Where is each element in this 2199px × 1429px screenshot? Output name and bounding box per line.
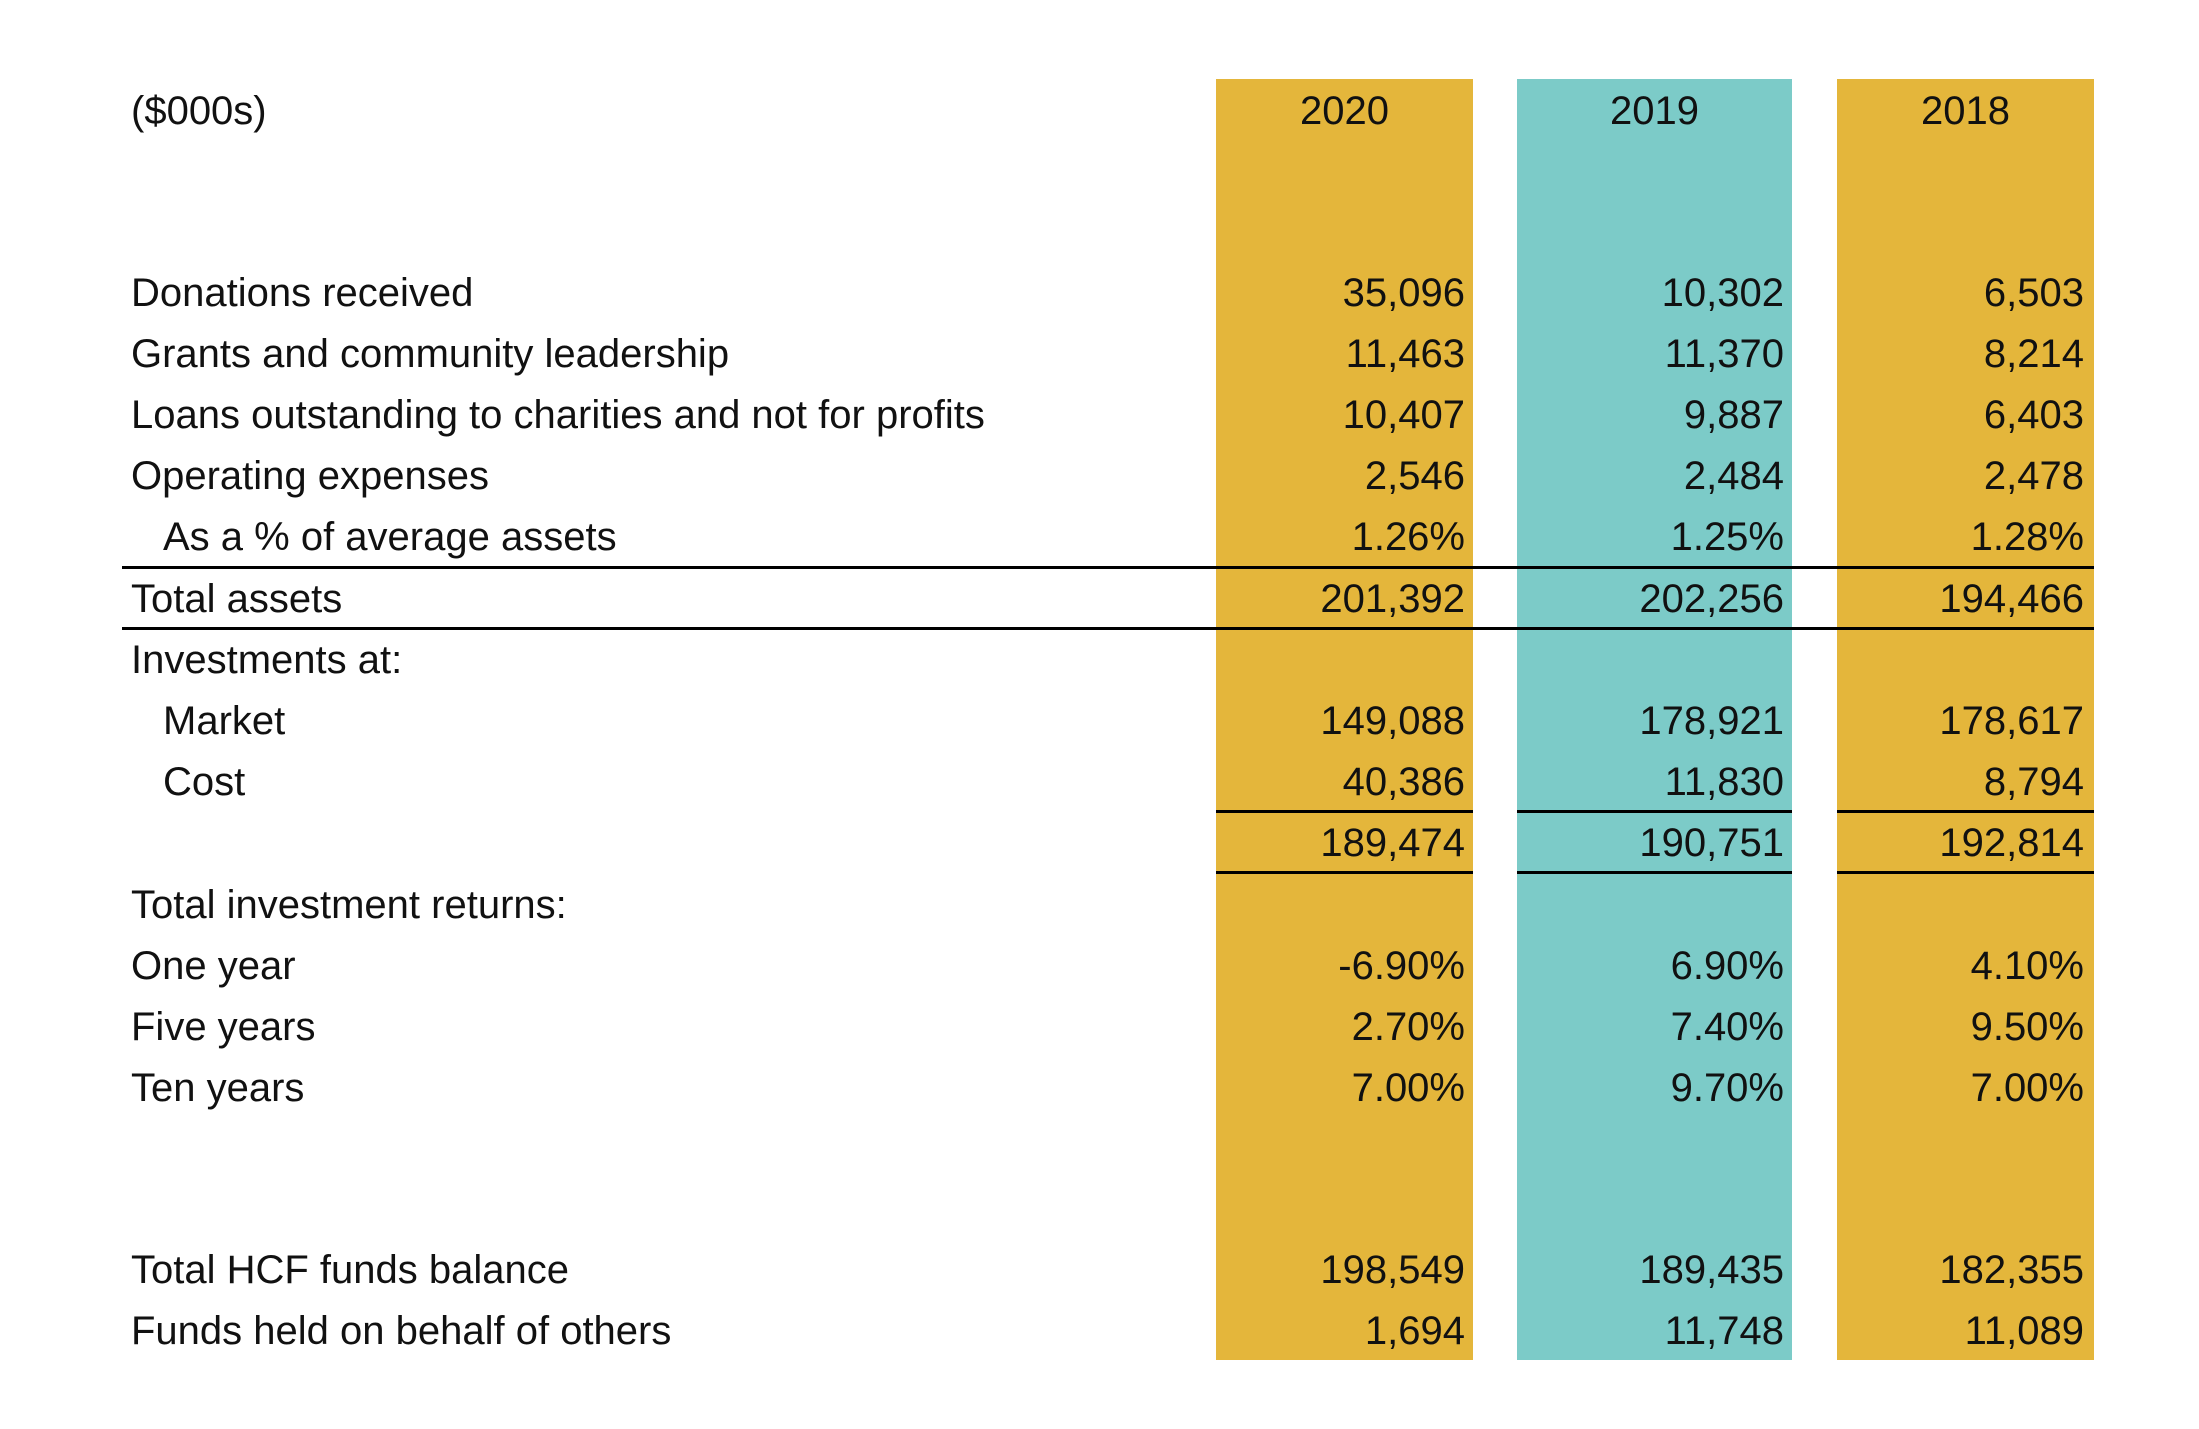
year-header-2018: 2018 — [1921, 89, 2010, 133]
value-2018: 8,214 — [1983, 332, 2084, 376]
row-ten-years: Ten years 7.00% 9.70% 7.00% — [0, 1058, 2199, 1119]
value-2019: 11,748 — [1664, 1309, 1784, 1353]
value-2019: 9.70% — [1670, 1066, 1784, 1110]
row-label: Total assets — [131, 577, 343, 621]
value-2018: 6,503 — [1983, 271, 2084, 315]
subtotal-bottom-rule-2019 — [1517, 871, 1792, 874]
subtotal-top-rule-2019 — [1517, 810, 1792, 813]
row-opex-percent-assets: As a % of average assets 1.26% 1.25% 1.2… — [0, 507, 2199, 568]
year-header-2019: 2019 — [1610, 89, 1699, 133]
value-2018: 178,617 — [1939, 699, 2084, 743]
value-2018: 182,355 — [1939, 1248, 2084, 1292]
value-2019: 11,370 — [1664, 332, 1784, 376]
value-2020: 40,386 — [1342, 760, 1465, 804]
value-2018: 192,814 — [1939, 821, 2084, 865]
value-2019: 7.40% — [1670, 1005, 1784, 1049]
row-funds-held-for-others: Funds held on behalf of others 1,694 11,… — [0, 1301, 2199, 1362]
row-label: Five years — [131, 1005, 316, 1049]
value-2020: 201,392 — [1320, 577, 1465, 621]
value-2018: 2,478 — [1983, 454, 2084, 498]
section-heading: Investments at: — [131, 638, 403, 682]
value-2020: 1.26% — [1351, 515, 1465, 559]
value-2018: 6,403 — [1983, 393, 2084, 437]
value-2019: 2,484 — [1683, 454, 1784, 498]
value-2020: 11,463 — [1345, 332, 1465, 376]
value-2020: 1,694 — [1364, 1309, 1465, 1353]
value-2020: 7.00% — [1351, 1066, 1465, 1110]
section-heading: Total investment returns: — [131, 883, 567, 927]
subtotal-bottom-rule-2018 — [1837, 871, 2094, 874]
row-loans-outstanding: Loans outstanding to charities and not f… — [0, 385, 2199, 446]
value-2018: 9.50% — [1970, 1005, 2084, 1049]
value-2020: 198,549 — [1320, 1248, 1465, 1292]
row-investments-heading: Investments at: — [0, 630, 2199, 691]
row-donations-received: Donations received 35,096 10,302 6,503 — [0, 263, 2199, 324]
subtotal-top-rule-2020 — [1216, 810, 1473, 813]
value-2019: 10,302 — [1661, 271, 1784, 315]
value-2018: 11,089 — [1964, 1309, 2084, 1353]
row-label: Donations received — [131, 271, 474, 315]
row-label: Ten years — [131, 1066, 305, 1110]
row-label: Cost — [163, 760, 246, 804]
column-2018-background — [1837, 79, 2094, 1360]
total-assets-top-rule — [122, 566, 2094, 569]
value-2019: 6.90% — [1670, 944, 1784, 988]
value-2019: 178,921 — [1639, 699, 1784, 743]
value-2018: 194,466 — [1939, 577, 2084, 621]
value-2020: 2.70% — [1351, 1005, 1465, 1049]
year-header-2020: 2020 — [1300, 89, 1389, 133]
value-2019: 9,887 — [1683, 393, 1784, 437]
value-2018: 4.10% — [1970, 944, 2084, 988]
value-2018: 8,794 — [1983, 760, 2084, 804]
value-2020: 189,474 — [1320, 821, 1465, 865]
header-row: ($000s) 2020 2019 2018 — [0, 81, 2199, 142]
row-operating-expenses: Operating expenses 2,546 2,484 2,478 — [0, 446, 2199, 507]
value-2020: 149,088 — [1320, 699, 1465, 743]
row-label: Operating expenses — [131, 454, 490, 498]
row-returns-heading: Total investment returns: — [0, 875, 2199, 936]
row-grants: Grants and community leadership 11,463 1… — [0, 324, 2199, 385]
total-assets-bottom-rule — [122, 627, 2094, 630]
row-investments-subtotal: 189,474 190,751 192,814 — [0, 813, 2199, 874]
row-label: One year — [131, 944, 296, 988]
row-market: Market 149,088 178,921 178,617 — [0, 691, 2199, 752]
value-2020: -6.90% — [1338, 944, 1465, 988]
subtotal-bottom-rule-2020 — [1216, 871, 1473, 874]
unit-label: ($000s) — [131, 89, 267, 133]
value-2019: 189,435 — [1639, 1248, 1784, 1292]
row-label: Funds held on behalf of others — [131, 1309, 672, 1353]
row-hcf-funds-balance: Total HCF funds balance 198,549 189,435 … — [0, 1240, 2199, 1301]
value-2018: 1.28% — [1970, 515, 2084, 559]
row-one-year: One year -6.90% 6.90% 4.10% — [0, 936, 2199, 997]
row-label: As a % of average assets — [163, 515, 617, 559]
value-2019: 202,256 — [1639, 577, 1784, 621]
value-2019: 1.25% — [1670, 515, 1784, 559]
column-2019-background — [1517, 79, 1792, 1360]
row-label: Market — [163, 699, 286, 743]
value-2020: 2,546 — [1364, 454, 1465, 498]
row-total-assets: Total assets 201,392 202,256 194,466 — [0, 569, 2199, 630]
value-2019: 11,830 — [1664, 760, 1784, 804]
row-cost: Cost 40,386 11,830 8,794 — [0, 752, 2199, 813]
value-2019: 190,751 — [1639, 821, 1784, 865]
value-2018: 7.00% — [1970, 1066, 2084, 1110]
column-2020-background — [1216, 79, 1473, 1360]
row-label: Total HCF funds balance — [131, 1248, 570, 1292]
value-2020: 10,407 — [1342, 393, 1465, 437]
row-label: Grants and community leadership — [131, 332, 730, 376]
row-five-years: Five years 2.70% 7.40% 9.50% — [0, 997, 2199, 1058]
subtotal-top-rule-2018 — [1837, 810, 2094, 813]
row-label: Loans outstanding to charities and not f… — [131, 393, 985, 437]
value-2020: 35,096 — [1342, 271, 1465, 315]
